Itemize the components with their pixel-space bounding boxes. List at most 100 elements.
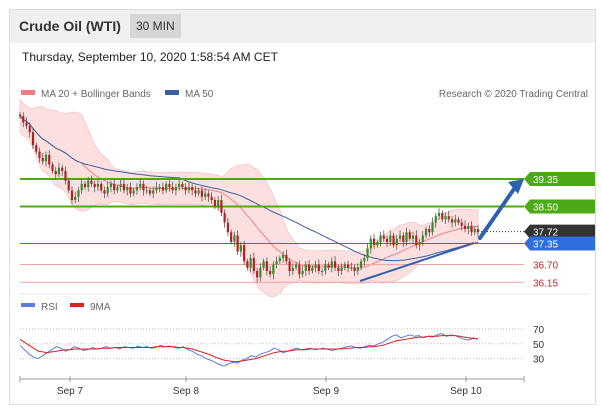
candle-body <box>256 270 259 278</box>
candle-body <box>275 261 278 265</box>
candle-body <box>343 264 346 268</box>
candle-body <box>161 187 165 191</box>
candle-body <box>28 125 31 133</box>
candle-body <box>476 229 480 233</box>
candle-body <box>298 264 301 275</box>
candle-body <box>148 190 152 194</box>
candle-body <box>395 238 398 246</box>
candle-body <box>421 235 424 242</box>
candle-body <box>366 248 369 259</box>
candle-body <box>463 225 467 230</box>
candle-body <box>54 170 57 175</box>
candle-body <box>428 229 431 233</box>
resistance-2-label: 39.35 <box>533 175 558 186</box>
x-tick-label: Sep 9 <box>313 386 340 397</box>
candle-body <box>67 180 70 191</box>
candle-body <box>363 258 366 262</box>
candle-body <box>90 180 93 184</box>
candle-body <box>415 235 418 246</box>
candle-body <box>431 222 434 233</box>
candle-body <box>444 216 447 220</box>
candle-body <box>272 264 275 275</box>
candle-body <box>353 267 356 271</box>
candle-body <box>96 183 100 188</box>
candle-body <box>51 164 54 171</box>
candle-body <box>57 167 61 175</box>
last-price-label-box <box>524 224 595 239</box>
candle-body <box>337 267 340 271</box>
timeframe-badge[interactable]: 30 MIN <box>130 14 181 38</box>
candle-body <box>70 190 74 200</box>
candle-body <box>35 145 38 152</box>
candle-body <box>155 187 158 191</box>
pivot-label: 37.35 <box>533 240 558 251</box>
legend-swatch-rsi <box>21 303 35 307</box>
candle-body <box>382 235 385 239</box>
x-tick-label: Sep 8 <box>173 386 200 397</box>
candle-body <box>223 212 226 223</box>
candle-body <box>38 151 41 159</box>
candle-body <box>100 183 103 191</box>
candle-body <box>385 238 389 242</box>
candle-body <box>41 158 44 162</box>
candle-body <box>158 187 161 189</box>
candle-body <box>311 267 314 271</box>
candle-body <box>204 193 207 197</box>
rsi-9ma-line <box>19 335 478 363</box>
candle-body <box>346 264 350 268</box>
x-tick-label: Sep 10 <box>450 386 482 397</box>
legend-swatch-ma50 <box>165 90 179 95</box>
candle-body <box>460 222 463 226</box>
candle-body <box>330 261 333 268</box>
bollinger-band <box>19 99 479 298</box>
candle-body <box>424 229 428 236</box>
candle-body <box>398 235 402 239</box>
candle-body <box>25 122 28 126</box>
candle-body <box>171 187 174 191</box>
candle-body <box>217 200 220 207</box>
candle-body <box>262 261 265 268</box>
candle-body <box>243 245 246 262</box>
resistance-2-label-box <box>524 172 595 187</box>
support-1-label: 36.70 <box>533 261 558 272</box>
candle-body <box>291 267 294 271</box>
candle-body <box>116 187 119 191</box>
candle-body <box>441 212 444 220</box>
candle-body <box>340 267 343 271</box>
candle-body <box>239 245 242 252</box>
candle-body <box>285 254 288 262</box>
candle-body <box>376 241 379 246</box>
candle-body <box>356 267 359 271</box>
candle-body <box>113 183 116 191</box>
candle-body <box>259 267 262 278</box>
candle-body <box>126 187 129 191</box>
candle-body <box>187 187 191 191</box>
candle-body <box>168 183 171 188</box>
candle-body <box>379 235 382 242</box>
candle-body <box>249 258 252 268</box>
candle-body <box>389 235 392 242</box>
candle-body <box>327 264 330 268</box>
candle-body <box>278 258 281 262</box>
candle-body <box>447 216 450 220</box>
target-arrow-head <box>508 179 524 194</box>
candle-body <box>132 190 135 194</box>
rsi-tick-50: 50 <box>533 340 545 351</box>
candle-body <box>139 183 142 188</box>
candle-body <box>48 154 51 165</box>
candle-body <box>288 261 291 271</box>
candle-body <box>294 264 298 268</box>
candle-body <box>184 187 187 191</box>
resistance-1-label-box <box>524 199 595 214</box>
candle-body <box>301 270 304 275</box>
candle-body <box>437 212 441 217</box>
candle-body <box>246 261 249 268</box>
candle-body <box>418 241 421 246</box>
candle-body <box>408 232 411 239</box>
candle-body <box>109 183 113 188</box>
candle-body <box>269 270 272 275</box>
candle-body <box>405 232 408 242</box>
candle-body <box>103 190 106 194</box>
candle-body <box>64 170 67 181</box>
instrument-title: Crude Oil (WTI) <box>19 18 121 34</box>
